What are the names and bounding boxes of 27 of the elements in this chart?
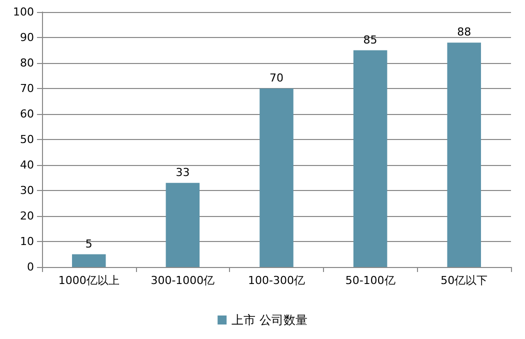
bar: [72, 254, 106, 267]
y-tick-label: 0: [27, 260, 34, 274]
y-tick-label: 60: [20, 108, 34, 120]
x-tick-label: 100-300亿: [248, 274, 305, 287]
data-label: 70: [270, 72, 284, 84]
bar: [353, 50, 388, 267]
x-tick-label: 50亿以下: [440, 274, 488, 287]
data-label: 33: [176, 166, 190, 179]
bar: [260, 88, 294, 267]
y-tick-label: 40: [20, 158, 34, 172]
x-tick-label: 1000亿以上: [58, 274, 120, 287]
bar: [166, 182, 200, 267]
y-tick-label: 10: [20, 235, 34, 248]
y-tick-label: 50: [20, 133, 34, 146]
x-tick-label: 300-1000亿: [150, 274, 215, 287]
legend-label: 上市 公司数量: [232, 313, 308, 327]
data-label: 85: [363, 33, 378, 46]
y-tick-label: 30: [20, 184, 34, 197]
y-tick-label: 80: [20, 56, 34, 70]
data-label: 88: [457, 26, 472, 39]
bar: [447, 42, 481, 267]
y-tick-label: 20: [20, 210, 34, 222]
data-label: 5: [85, 237, 92, 250]
y-tick-label: 70: [20, 82, 34, 95]
y-tick-label: 100: [13, 6, 34, 18]
y-tick-label: 90: [20, 31, 34, 44]
x-tick-label: 50-100亿: [345, 274, 396, 287]
